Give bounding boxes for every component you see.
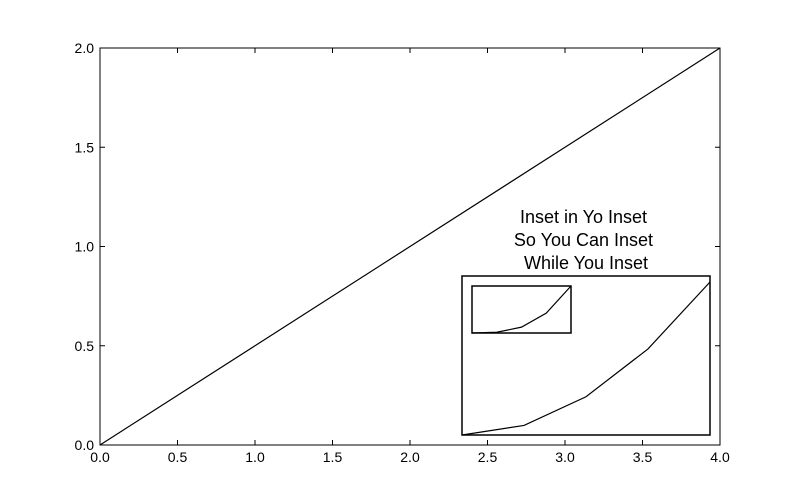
y-tick-label: 1.5 [75, 139, 95, 155]
y-tick-label: 2.0 [75, 40, 95, 56]
main-x-axis: 0.0 0.5 1.0 1.5 2.0 2.5 3.0 3.5 4.0 [90, 48, 730, 465]
x-tick-label: 3.5 [633, 449, 653, 465]
inset-series-line [461, 281, 711, 436]
main-series [99, 47, 721, 446]
x-tick-label: 2.0 [400, 449, 420, 465]
x-tick-label: 1.5 [323, 449, 343, 465]
x-tick-label: 2.5 [478, 449, 498, 465]
inset-title-line-1: Inset in Yo Inset [520, 207, 647, 227]
y-tick-label: 0.5 [75, 338, 95, 354]
inset-of-inset-axes [471, 285, 572, 334]
x-tick-label: 1.0 [245, 449, 265, 465]
x-tick-label: 0.0 [90, 449, 110, 465]
inset-title-line-3: While You Inset [524, 253, 648, 273]
inset-title-line-2: So You Can Inset [514, 230, 653, 250]
inset-of-inset-series-line [471, 285, 572, 334]
y-tick-label: 0.0 [75, 437, 95, 453]
x-tick-label: 0.5 [168, 449, 188, 465]
x-tick-label: 4.0 [710, 449, 730, 465]
inset-series [461, 281, 711, 436]
inset-title: Inset in Yo Inset So You Can Inset While… [514, 207, 658, 273]
inset-of-inset-series [471, 285, 572, 334]
y-tick-label: 1.0 [75, 239, 95, 255]
main-series-line [99, 47, 721, 446]
inset-of-inset-plot-frame [471, 285, 572, 334]
main-y-axis: 0.0 0.5 1.0 1.5 2.0 [75, 40, 720, 453]
x-tick-label: 3.0 [555, 449, 575, 465]
